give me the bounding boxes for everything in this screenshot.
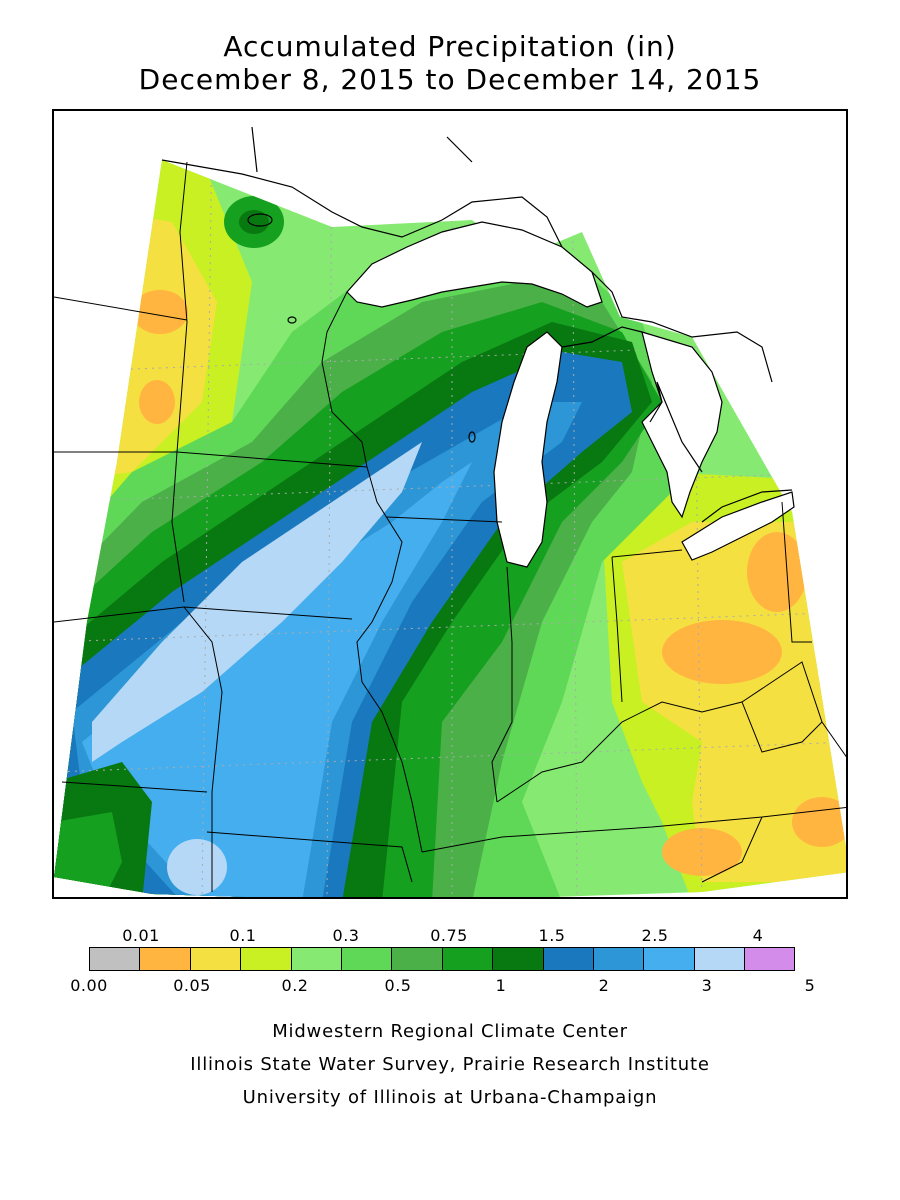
legend-swatch-3 xyxy=(240,947,292,971)
legend-label-bottom: 3 xyxy=(701,976,713,995)
credit-mrcc: Midwestern Regional Climate Center xyxy=(272,1021,628,1042)
legend-swatch-6 xyxy=(391,947,443,971)
legend-label-bottom: 1 xyxy=(495,976,507,995)
legend-swatch-1 xyxy=(139,947,191,971)
legend: 0.01 0.1 0.3 0.75 1.5 2.5 4 0.00 0.05 0.… xyxy=(0,920,900,1000)
legend-label-top: 2.5 xyxy=(641,926,669,945)
legend-label-bottom: 0.2 xyxy=(281,976,309,995)
state-boundaries xyxy=(54,161,846,892)
credit-uiuc: University of Illinois at Urbana-Champai… xyxy=(242,1087,658,1108)
credit-isws: Illinois State Water Survey, Prairie Res… xyxy=(190,1054,710,1075)
map-date-range: December 8, 2015 to December 14, 2015 xyxy=(138,63,762,96)
coastline-north xyxy=(161,126,793,523)
legend-label-bottom: 2 xyxy=(598,976,610,995)
legend-label-top: 0.75 xyxy=(430,926,468,945)
legend-swatch-2 xyxy=(189,947,242,971)
legend-swatch-9 xyxy=(542,947,594,971)
legend-label-top: 0.01 xyxy=(122,926,160,945)
legend-label-top: 4 xyxy=(752,926,764,945)
legend-label-bottom: 0.05 xyxy=(173,976,211,995)
legend-label-top: 1.5 xyxy=(538,926,566,945)
legend-swatch-12 xyxy=(693,947,746,971)
legend-label-bottom: 0.00 xyxy=(70,976,108,995)
map-title: Accumulated Precipitation (in) xyxy=(223,30,677,63)
legend-color-bar xyxy=(89,947,796,971)
legend-swatch-8 xyxy=(492,947,544,971)
great-lakes xyxy=(346,221,795,568)
legend-swatch-11 xyxy=(643,947,695,971)
legend-label-bottom: 0.5 xyxy=(384,976,412,995)
legend-swatch-5 xyxy=(340,947,393,971)
legend-swatch-7 xyxy=(441,947,494,971)
legend-swatch-10 xyxy=(592,947,645,971)
precipitation-map xyxy=(52,109,848,899)
legend-label-top: 0.3 xyxy=(332,926,360,945)
legend-swatch-13 xyxy=(744,947,796,971)
legend-label-top: 0.1 xyxy=(229,926,257,945)
legend-swatch-0 xyxy=(89,947,141,971)
legend-label-bottom: 5 xyxy=(804,976,816,995)
legend-swatch-4 xyxy=(290,947,342,971)
